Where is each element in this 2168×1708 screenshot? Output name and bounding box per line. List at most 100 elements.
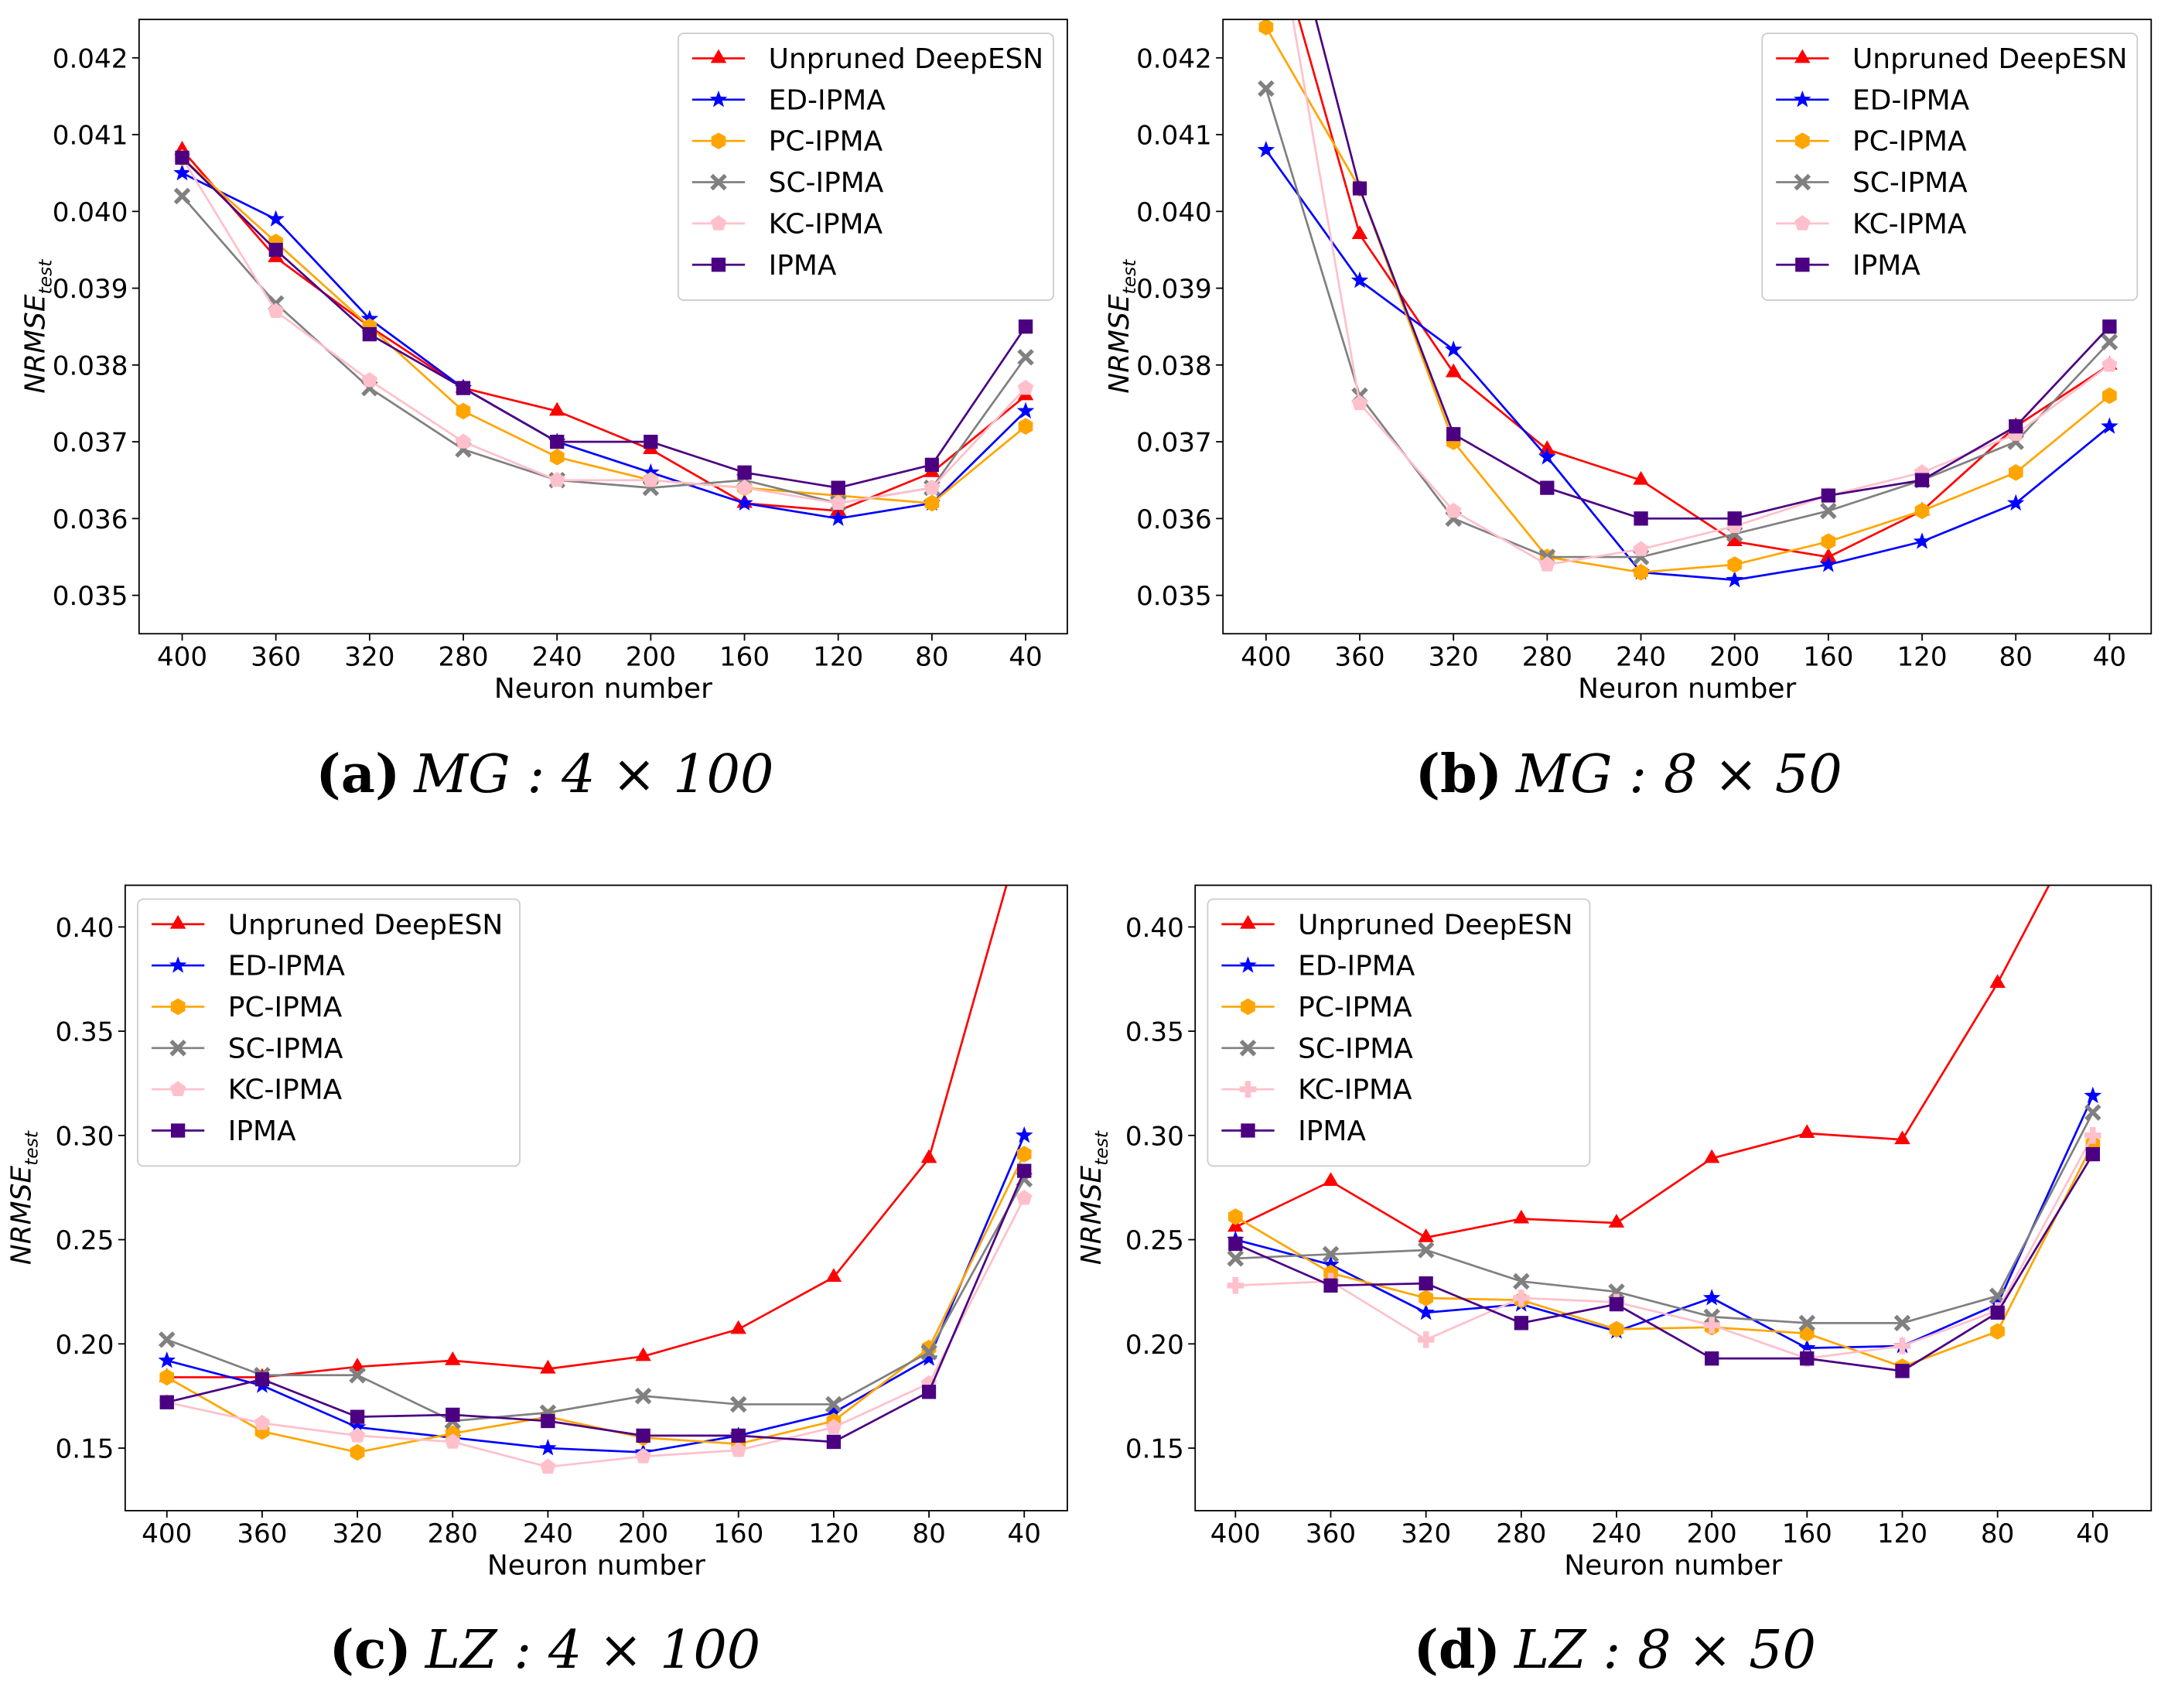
data-point: [541, 1413, 555, 1429]
y-tick-label: 0.039: [53, 274, 128, 305]
data-point: [920, 1349, 938, 1366]
data-point: [1633, 541, 1649, 556]
x-tick-label: 320: [1401, 1518, 1451, 1549]
square-marker-icon: [711, 258, 726, 272]
x-tick-label: 200: [626, 642, 676, 673]
plot-frame: [1194, 884, 2153, 1512]
data-point: [1445, 363, 1462, 377]
y-tick-label: 0.040: [1136, 197, 1212, 228]
legend-label: KC-IPMA: [1298, 1074, 1412, 1106]
legend-box: [1761, 32, 2139, 301]
legend-label: PC-IPMA: [769, 126, 883, 158]
data-point: [1513, 1290, 1530, 1307]
data-point: [362, 326, 377, 342]
data-point: [254, 1414, 271, 1430]
x-tick-label: 80: [912, 1518, 945, 1549]
data-point: [1914, 473, 1930, 487]
y-tick-label: 0.035: [1136, 581, 1212, 612]
data-point: [1350, 271, 1369, 289]
legend-label: Unpruned DeepESN: [1298, 909, 1573, 941]
y-tick-label: 0.042: [53, 43, 128, 74]
legend-label: Unpruned DeepESN: [228, 909, 504, 941]
data-point: [1703, 1317, 1720, 1334]
triangle-marker-icon: [1794, 49, 1811, 63]
data-point: [1322, 1255, 1340, 1272]
data-point: [1798, 1314, 1816, 1332]
y-tick-label: 0.036: [53, 504, 128, 535]
data-point: [1445, 502, 1462, 518]
data-point: [730, 1320, 746, 1334]
plot-area: [1227, 793, 2102, 1378]
data-point: [1419, 1290, 1433, 1307]
data-point: [1893, 1337, 1911, 1354]
x-axis-label: Neuron number: [487, 1550, 705, 1582]
legend-label: ED-IPMA: [1298, 951, 1415, 982]
x-tick-label: 400: [142, 1518, 192, 1549]
x-marker-icon: [1794, 173, 1811, 191]
star-marker-icon: [709, 90, 728, 108]
data-point: [2008, 464, 2023, 481]
data-point: [1703, 1149, 1720, 1163]
x-tick-label: 120: [808, 1518, 859, 1549]
data-point: [1609, 1296, 1624, 1312]
data-point: [1989, 974, 2006, 989]
data-point: [268, 242, 283, 258]
data-point: [830, 494, 846, 511]
square-marker-icon: [1241, 1123, 1255, 1138]
series-line: [1234, 885, 2050, 1239]
data-point: [2102, 387, 2117, 405]
data-point: [1914, 502, 1930, 520]
legend-item: ED-IPMA: [1776, 84, 1970, 116]
legend-item: SC-IPMA: [1221, 1033, 1413, 1064]
data-point: [548, 471, 565, 487]
legend-item: IPMA: [691, 250, 837, 282]
x-tick-label: 80: [915, 642, 948, 673]
data-point: [1446, 427, 1461, 442]
data-point: [1322, 1245, 1340, 1263]
legend-label: PC-IPMA: [228, 992, 343, 1023]
legend-item: IPMA: [1776, 250, 1920, 282]
data-point: [1257, 140, 1275, 158]
data-point: [349, 1427, 366, 1443]
x-tick-label: 240: [532, 642, 582, 673]
hexagon-marker-icon: [170, 998, 186, 1016]
data-point: [267, 210, 285, 227]
x-tick-label: 200: [1687, 1518, 1737, 1549]
data-point: [348, 1418, 367, 1435]
data-point: [540, 1458, 556, 1474]
data-point: [825, 1268, 842, 1282]
chart-panel-b: 400 360 320 280 240 200 160 120 80 40 0.035 0.036 0.…: [1104, 19, 2153, 805]
data-point: [1820, 548, 1837, 562]
legend-item: PC-IPMA: [1221, 992, 1412, 1023]
data-point: [1990, 1305, 2005, 1320]
x-tick-label: 40: [1008, 1518, 1041, 1549]
data-point: [1727, 556, 1743, 573]
x-tick-label: 120: [1877, 1518, 1927, 1549]
hexagon-marker-icon: [1241, 998, 1255, 1016]
star-marker-icon: [169, 956, 187, 973]
data-point: [736, 479, 753, 495]
caption: (c) LZ : 4 × 100: [329, 1619, 761, 1681]
series-line: [1265, 26, 2111, 574]
x-tick-label: 40: [2093, 642, 2126, 673]
data-point: [2085, 793, 2101, 807]
y-tick-label: 0.30: [1125, 1121, 1184, 1152]
data-point: [158, 1351, 176, 1368]
y-axis-label: NRMSEtest: [20, 259, 56, 394]
data-point: [2101, 417, 2118, 434]
data-point: [1727, 511, 1742, 526]
data-point: [1799, 1124, 1815, 1139]
data-point: [1821, 533, 1836, 550]
y-tick-label: 0.037: [53, 428, 128, 459]
x-tick-label: 240: [1616, 642, 1666, 673]
x-axis-label: Neuron number: [1564, 1550, 1782, 1582]
series-line: [181, 156, 1026, 504]
x-tick-label: 40: [1009, 642, 1042, 673]
data-point: [1227, 1277, 1244, 1294]
pentagon-marker-icon: [710, 215, 727, 231]
legend-item: SC-IPMA: [151, 1033, 343, 1064]
data-point: [1018, 418, 1033, 435]
x-tick-label: 360: [237, 1518, 287, 1549]
data-point: [2101, 357, 2118, 372]
